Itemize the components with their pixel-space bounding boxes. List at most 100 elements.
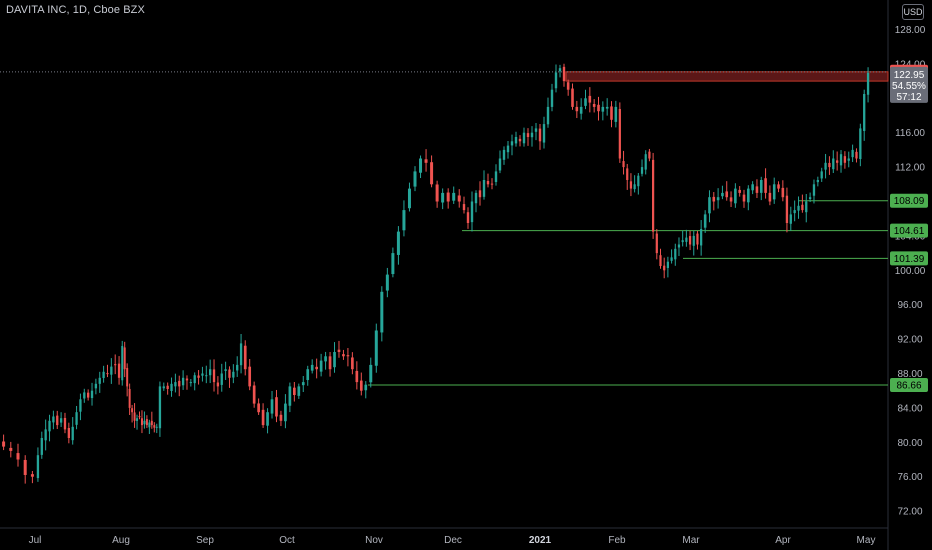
candle-body [637, 175, 640, 187]
candle-body [178, 380, 181, 387]
candle-body [216, 382, 220, 387]
y-tick-label: 92.00 [897, 335, 922, 346]
candle-body [851, 149, 854, 158]
candle-body [67, 427, 70, 438]
candle-body [546, 106, 550, 125]
candle-body [494, 171, 498, 182]
candle-body [306, 369, 310, 381]
candle-body [351, 357, 354, 370]
candle-body [297, 386, 301, 396]
candle-body [610, 106, 613, 120]
candle-body [220, 373, 223, 385]
candle-body [170, 383, 173, 391]
candle-body [413, 171, 417, 187]
candle-body [44, 429, 47, 441]
x-tick-label: Sep [196, 535, 214, 546]
candle-body [48, 420, 51, 432]
candle-body [232, 371, 235, 378]
candle-body [236, 364, 239, 371]
candle-body [228, 369, 231, 378]
candle-body [270, 399, 274, 414]
candle-body [36, 455, 40, 479]
level-price-label: 101.39 [894, 254, 925, 265]
candle-body [725, 191, 729, 198]
candle-body [466, 212, 470, 223]
candle-body [293, 387, 296, 395]
currency-button[interactable]: USD [902, 4, 924, 20]
candle-body [224, 369, 227, 371]
candle-body [385, 274, 389, 291]
x-tick-label: Feb [608, 535, 626, 546]
candle-body [597, 104, 600, 112]
y-tick-label: 76.00 [897, 472, 922, 483]
candle-body [342, 354, 345, 357]
candle-body [150, 420, 153, 426]
x-tick-label: Aug [112, 535, 130, 546]
candle-body [828, 162, 831, 168]
candle-body [808, 197, 812, 200]
candle-body [275, 397, 278, 417]
candle-body [435, 184, 439, 202]
candle-body [155, 426, 158, 428]
candle-body [764, 178, 767, 193]
candle-body [23, 459, 27, 475]
y-tick-label: 100.00 [895, 266, 926, 277]
candle-body [644, 154, 647, 170]
candle-body [185, 378, 189, 381]
candle-body [75, 412, 78, 425]
candle-body [380, 291, 384, 333]
candle-body [768, 192, 772, 202]
candle-body [843, 156, 847, 163]
x-tick-label: Jul [29, 535, 42, 546]
candle-body [140, 418, 143, 426]
candle-body [209, 369, 212, 376]
candle-body [359, 380, 363, 391]
level-price-label: 108.09 [894, 196, 925, 207]
candle-body [696, 233, 699, 245]
candle-body [239, 343, 243, 366]
candle-body [571, 88, 574, 107]
candle-body [243, 345, 247, 370]
candle-body [474, 192, 478, 204]
candle-body [374, 330, 378, 366]
candle-body [266, 412, 269, 426]
candle-body [832, 158, 835, 170]
candle-body [16, 453, 20, 460]
change-percent-label: 54.55% [892, 81, 926, 92]
candle-body [514, 137, 518, 144]
candle-body [777, 184, 780, 189]
y-tick-label: 84.00 [897, 403, 922, 414]
candle-body [136, 418, 139, 421]
candle-body [486, 180, 490, 185]
candle-body [855, 151, 858, 159]
candle-body [692, 235, 695, 246]
candle-body [121, 345, 124, 381]
candle-body [729, 197, 733, 202]
candle-body [685, 237, 688, 242]
candle-body [652, 159, 655, 232]
candle-body [816, 180, 819, 183]
candle-body [550, 89, 554, 107]
candle-body [102, 371, 105, 379]
candle-body [688, 236, 692, 245]
candle-body [805, 201, 808, 213]
candle-body [677, 244, 681, 248]
candle-body [700, 229, 703, 246]
x-tick-label: Dec [444, 535, 462, 546]
candle-body [605, 106, 609, 109]
candle-body [261, 409, 265, 426]
candle-body [106, 373, 109, 375]
candle-body [708, 197, 711, 214]
y-tick-label: 80.00 [897, 438, 922, 449]
candle-body [566, 82, 570, 90]
candle-body [189, 382, 192, 384]
candle-body [457, 195, 461, 202]
candle-body [205, 375, 208, 377]
candle-body [110, 366, 113, 375]
candle-body [681, 240, 684, 243]
candle-body [212, 369, 216, 383]
candle-body [522, 132, 526, 144]
candle-body [126, 367, 129, 387]
candle-body [333, 352, 336, 368]
